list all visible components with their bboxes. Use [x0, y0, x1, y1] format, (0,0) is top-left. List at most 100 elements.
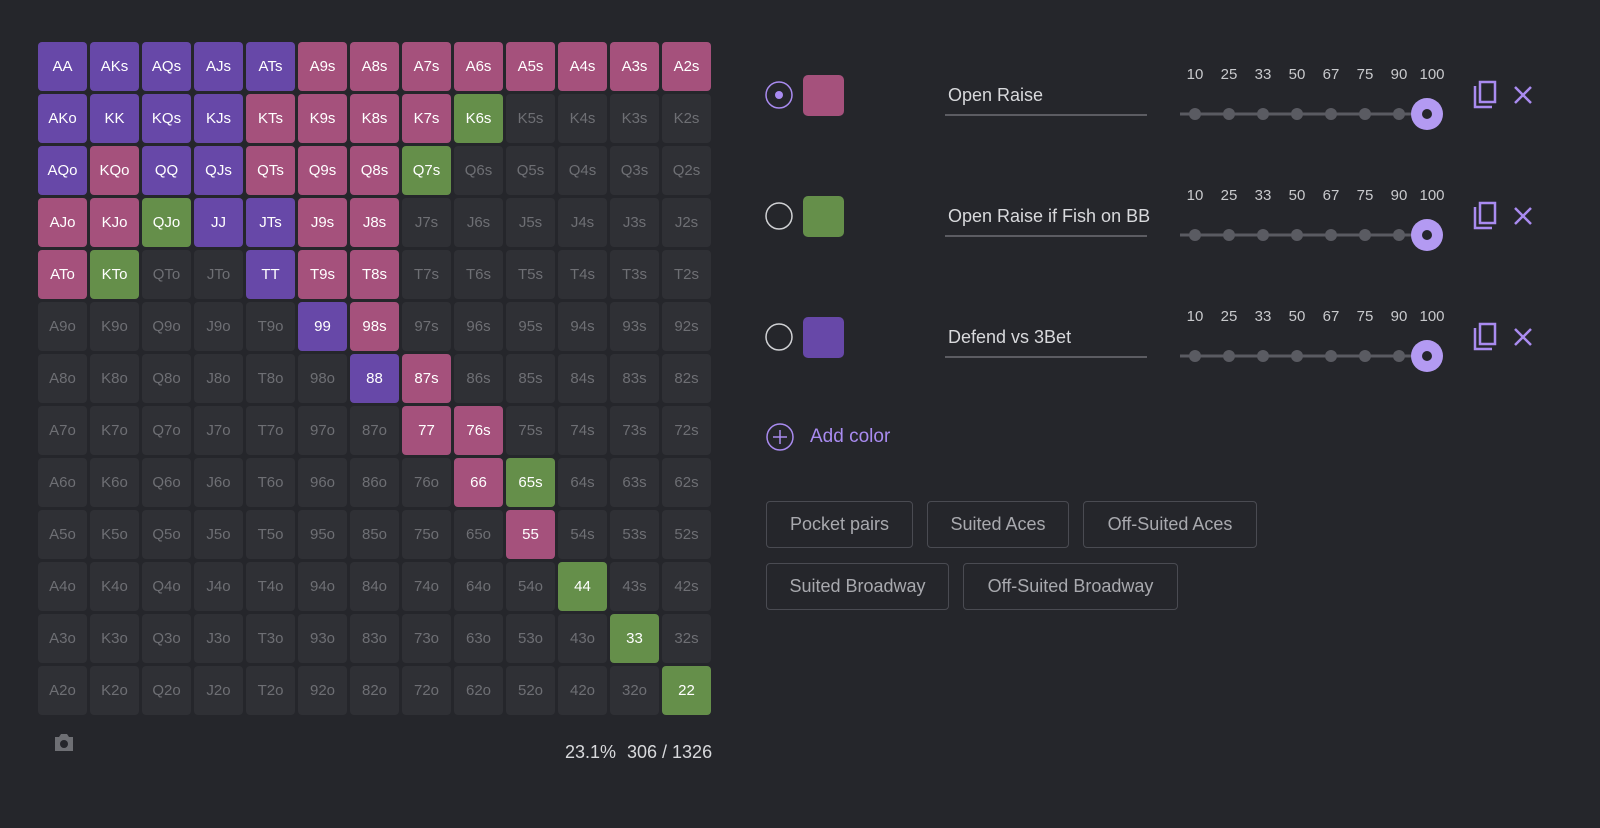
hand-cell[interactable]: 85o [350, 510, 399, 559]
hand-cell[interactable]: Q2s [662, 146, 711, 195]
copy-icon[interactable] [1473, 201, 1497, 230]
hand-cell[interactable]: A9o [38, 302, 87, 351]
hand-cell[interactable]: 96o [298, 458, 347, 507]
hand-cell[interactable]: Q7o [142, 406, 191, 455]
hand-cell[interactable]: J4s [558, 198, 607, 247]
hand-cell[interactable]: K2o [90, 666, 139, 715]
hand-cell[interactable]: 42s [662, 562, 711, 611]
preset-button[interactable]: Off-Suited Broadway [963, 563, 1178, 610]
hand-cell[interactable]: QTs [246, 146, 295, 195]
hand-cell[interactable]: T3s [610, 250, 659, 299]
hand-cell[interactable]: 72s [662, 406, 711, 455]
hand-cell[interactable]: 83s [610, 354, 659, 403]
hand-cell[interactable]: K8o [90, 354, 139, 403]
hand-cell[interactable]: K5o [90, 510, 139, 559]
hand-cell[interactable]: K4s [558, 94, 607, 143]
hand-cell[interactable]: Q9o [142, 302, 191, 351]
hand-cell[interactable]: T3o [246, 614, 295, 663]
delete-icon[interactable] [1514, 86, 1532, 104]
hand-cell[interactable]: A2s [662, 42, 711, 91]
hand-cell[interactable]: J2s [662, 198, 711, 247]
hand-cell[interactable]: Q2o [142, 666, 191, 715]
hand-cell[interactable]: 43o [558, 614, 607, 663]
hand-cell[interactable]: Q3o [142, 614, 191, 663]
copy-icon[interactable] [1473, 80, 1497, 109]
hand-cell[interactable]: T5o [246, 510, 295, 559]
hand-cell[interactable]: AJs [194, 42, 243, 91]
hand-cell[interactable]: Q5o [142, 510, 191, 559]
hand-cell[interactable]: 75o [402, 510, 451, 559]
hand-cell[interactable]: ATo [38, 250, 87, 299]
hand-cell[interactable]: KTs [246, 94, 295, 143]
hand-cell[interactable]: 62s [662, 458, 711, 507]
hand-cell[interactable]: J9s [298, 198, 347, 247]
hand-cell[interactable]: K7o [90, 406, 139, 455]
hand-cell[interactable]: 76s [454, 406, 503, 455]
hand-cell[interactable]: K6o [90, 458, 139, 507]
hand-cell[interactable]: 64o [454, 562, 503, 611]
hand-cell[interactable]: Q7s [402, 146, 451, 195]
radio[interactable] [765, 81, 793, 109]
hand-cell[interactable]: 87o [350, 406, 399, 455]
hand-cell[interactable]: QJo [142, 198, 191, 247]
hand-cell[interactable]: A5o [38, 510, 87, 559]
hand-cell[interactable]: 86o [350, 458, 399, 507]
hand-cell[interactable]: 94s [558, 302, 607, 351]
hand-cell[interactable]: 75s [506, 406, 555, 455]
hand-cell[interactable]: J2o [194, 666, 243, 715]
hand-cell[interactable]: JTs [246, 198, 295, 247]
hand-cell[interactable]: T6o [246, 458, 295, 507]
hand-cell[interactable]: K8s [350, 94, 399, 143]
hand-cell[interactable]: T8s [350, 250, 399, 299]
hand-cell[interactable]: 95s [506, 302, 555, 351]
hand-cell[interactable]: 32o [610, 666, 659, 715]
hand-cell[interactable]: QTo [142, 250, 191, 299]
hand-cell[interactable]: Q6s [454, 146, 503, 195]
hand-cell[interactable]: T6s [454, 250, 503, 299]
hand-cell[interactable]: 42o [558, 666, 607, 715]
copy-icon[interactable] [1473, 322, 1497, 351]
hand-cell[interactable]: J6o [194, 458, 243, 507]
hand-cell[interactable]: 92s [662, 302, 711, 351]
hand-cell[interactable]: T7o [246, 406, 295, 455]
preset-button[interactable]: Suited Aces [927, 501, 1069, 548]
hand-cell[interactable]: 43s [610, 562, 659, 611]
hand-cell[interactable]: KQs [142, 94, 191, 143]
hand-cell[interactable]: 52s [662, 510, 711, 559]
hand-cell[interactable]: 84o [350, 562, 399, 611]
hand-cell[interactable]: K3o [90, 614, 139, 663]
hand-cell[interactable]: 32s [662, 614, 711, 663]
hand-cell[interactable]: 97s [402, 302, 451, 351]
hand-cell[interactable]: AA [38, 42, 87, 91]
hand-cell[interactable]: Q6o [142, 458, 191, 507]
hand-cell[interactable]: AKs [90, 42, 139, 91]
hand-cell[interactable]: 99 [298, 302, 347, 351]
hand-cell[interactable]: A3o [38, 614, 87, 663]
hand-cell[interactable]: KK [90, 94, 139, 143]
camera-icon[interactable] [52, 732, 76, 754]
hand-cell[interactable]: KQo [90, 146, 139, 195]
hand-cell[interactable]: J5o [194, 510, 243, 559]
hand-cell[interactable]: ATs [246, 42, 295, 91]
hand-cell[interactable]: 82o [350, 666, 399, 715]
hand-cell[interactable]: A3s [610, 42, 659, 91]
hand-cell[interactable]: 72o [402, 666, 451, 715]
hand-cell[interactable]: T2s [662, 250, 711, 299]
hand-cell[interactable]: A2o [38, 666, 87, 715]
hand-cell[interactable]: AJo [38, 198, 87, 247]
hand-cell[interactable]: J8s [350, 198, 399, 247]
hand-cell[interactable]: 73o [402, 614, 451, 663]
hand-cell[interactable]: 85s [506, 354, 555, 403]
hand-cell[interactable]: A5s [506, 42, 555, 91]
hand-cell[interactable]: 88 [350, 354, 399, 403]
hand-cell[interactable]: J7o [194, 406, 243, 455]
hand-cell[interactable]: 84s [558, 354, 607, 403]
hand-cell[interactable]: Q4o [142, 562, 191, 611]
hand-cell[interactable]: A8o [38, 354, 87, 403]
hand-cell[interactable]: 62o [454, 666, 503, 715]
delete-icon[interactable] [1514, 328, 1532, 346]
hand-cell[interactable]: AKo [38, 94, 87, 143]
hand-cell[interactable]: 93o [298, 614, 347, 663]
hand-cell[interactable]: J3o [194, 614, 243, 663]
hand-cell[interactable]: 82s [662, 354, 711, 403]
